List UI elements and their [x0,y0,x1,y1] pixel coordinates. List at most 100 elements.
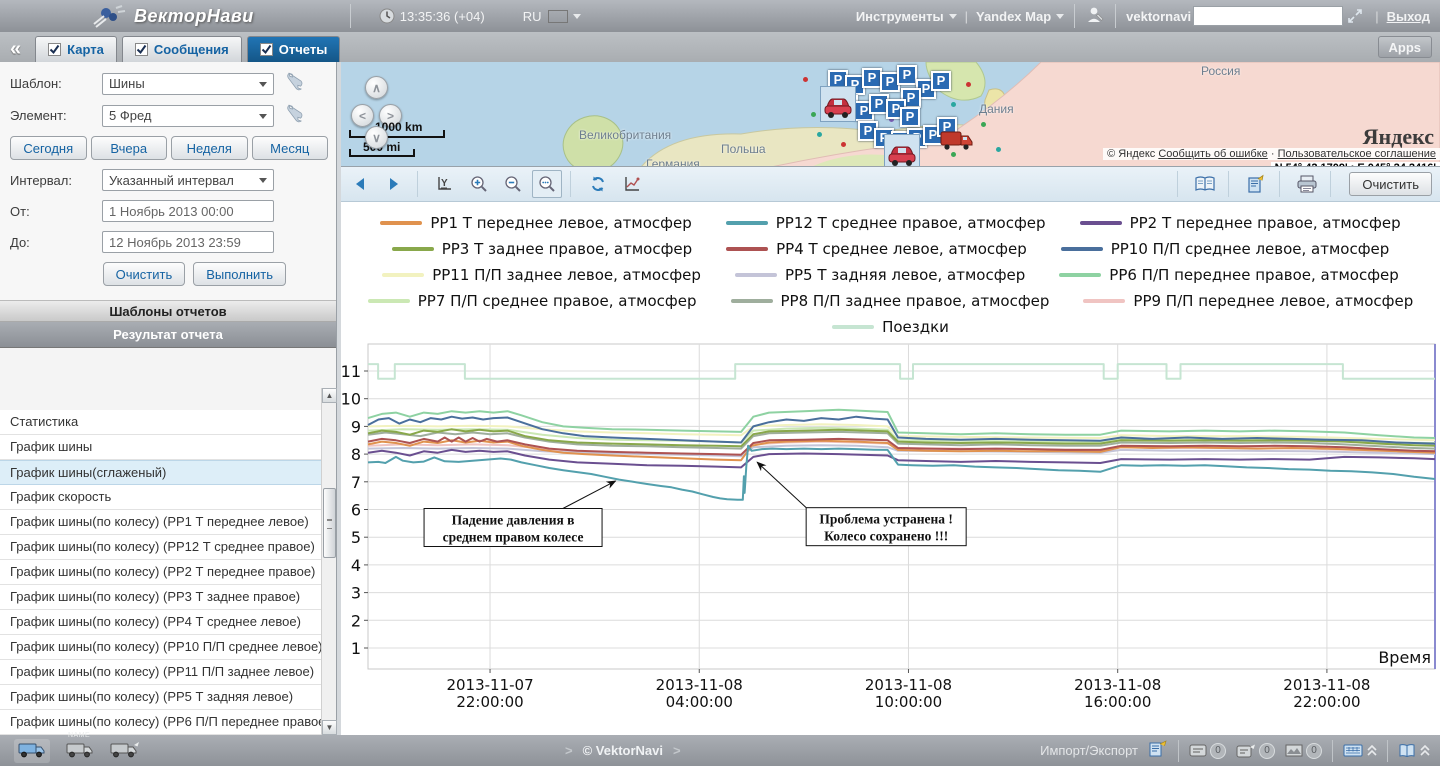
map-country-label: Польша [721,142,766,156]
chevron-up-icon [1420,744,1430,756]
journal-panel-toggle[interactable] [1398,743,1430,758]
tab-messages[interactable]: Сообщения [121,36,242,62]
report-list-item[interactable]: График шины(по колесу) (PP3 Т заднее пра… [0,585,321,610]
parking-marker[interactable]: P [900,107,920,127]
user-profile-button[interactable] [1085,5,1105,28]
car-cluster-marker[interactable] [884,134,920,166]
report-list-item[interactable]: Статистика [0,410,321,435]
map-pane[interactable]: Великобритания Дания Польша Германия Россия … [341,62,1440,167]
user-icon [1088,7,1104,22]
zoom-reset-button[interactable] [532,170,562,198]
refresh-button[interactable] [583,170,613,198]
template-select[interactable]: Шины [102,72,274,95]
range-yesterday-button[interactable]: Вчера [90,136,167,160]
report-book-button[interactable] [1190,170,1220,198]
outgoing-messages-counter[interactable]: 0 [1236,742,1275,759]
name-tag: NAME [68,731,91,739]
tab-reports[interactable]: Отчеты [246,36,341,62]
vehicles-view-button[interactable] [14,738,50,763]
parking-marker[interactable]: P [862,68,882,88]
clear-chart-button[interactable]: Очистить [1349,172,1432,196]
element-settings-button[interactable] [284,104,304,127]
map-provider-menu[interactable]: Yandex Map [976,9,1065,24]
chevron-up-icon [1367,744,1377,756]
range-today-button[interactable]: Сегодня [10,136,87,160]
sidebar-splitter[interactable] [337,62,341,735]
chart-settings-button[interactable] [617,170,647,198]
media-counter[interactable]: 0 [1285,742,1322,759]
report-list-item[interactable]: График шины(по колесу) (PP6 П/П переднее… [0,710,321,735]
pan-up-button[interactable]: ∧ [365,76,388,99]
clear-form-button[interactable]: Очистить [102,262,186,286]
username-field[interactable] [1193,6,1344,26]
collapse-sidebar-button[interactable]: « [10,38,22,60]
legend-swatch [832,325,875,329]
report-list-item[interactable]: График скорость [0,485,321,510]
y-tick-label: 5 [351,528,361,547]
pan-right-button[interactable]: > [379,104,402,127]
scroll-thumb[interactable] [323,488,336,558]
checkbox-checked-icon[interactable] [48,43,62,56]
report-result-header[interactable]: Результат отчета [0,322,336,348]
checkbox-checked-icon[interactable] [134,43,148,56]
car-icon [888,146,916,166]
template-settings-button[interactable] [284,72,304,95]
parking-marker[interactable]: P [897,65,917,85]
scroll-up-button[interactable]: ▲ [322,388,337,403]
chevron-down-icon [259,81,267,87]
language-selector[interactable]: RU [523,9,581,24]
map-point-marker [803,77,808,82]
logout-link[interactable]: Выход [1386,8,1430,24]
report-list-scrollbar[interactable]: ▲ ▼ [321,388,337,735]
footer-copyright: © VektorNavi [582,743,663,758]
to-date-input[interactable]: 12 Ноябрь 2013 23:59 [102,231,274,253]
chevron-down-icon [572,13,581,19]
report-list-item[interactable]: График шины(по колесу) (PP5 Т задняя лев… [0,685,321,710]
report-list-item[interactable]: График шины [0,435,321,460]
page-next-button[interactable] [379,170,409,198]
pan-down-button[interactable]: ∨ [365,126,388,149]
pan-left-button[interactable]: < [351,104,374,127]
user-agreement-link[interactable]: Пользовательское соглашение [1277,148,1436,160]
from-date-input[interactable]: 1 Ноябрь 2013 00:00 [102,200,274,222]
chevron-right-icon[interactable]: > [673,743,681,758]
follow-vehicle-button[interactable] [110,741,140,761]
chevron-right-icon[interactable]: > [565,743,573,758]
truck-marker[interactable] [939,128,973,155]
report-templates-header[interactable]: Шаблоны отчетов [0,300,336,322]
apps-button[interactable]: Apps [1377,36,1432,58]
zoom-in-button[interactable] [464,170,494,198]
checkbox-checked-icon[interactable] [259,43,273,56]
messages-counter[interactable]: 0 [1189,742,1226,759]
keyboard-panel-toggle[interactable] [1343,744,1377,757]
report-list-item[interactable]: График шины(по колесу) (PP11 П/П заднее … [0,660,321,685]
journal-icon [1399,744,1415,758]
interval-select[interactable]: Указанный интервал [102,169,274,191]
import-export-button[interactable] [1148,740,1168,761]
export-report-button[interactable] [1241,170,1271,198]
page-prev-button[interactable] [345,170,375,198]
range-month-button[interactable]: Месяц [251,136,328,160]
report-list-item[interactable]: График шины(по колесу) (PP10 П/П среднее… [0,635,321,660]
element-select[interactable]: 5 Фред [102,104,274,127]
tab-map[interactable]: Карта [35,36,117,62]
range-week-button[interactable]: Неделя [171,136,248,160]
report-list-item[interactable]: График шины(по колесу) (PP12 Т среднее п… [0,535,321,560]
y-axis-scale-button[interactable]: Y [430,170,460,198]
report-list-item[interactable]: График шины(сглаженый) [0,460,321,485]
expand-icon[interactable] [1347,8,1363,24]
parking-marker[interactable]: P [931,71,951,91]
report-list-item[interactable]: График шины(по колесу) (PP1 Т переднее л… [0,510,321,535]
report-list-item[interactable]: График шины(по колесу) (PP2 Т переднее п… [0,560,321,585]
report-error-link[interactable]: Сообщить об ошибке [1158,148,1268,160]
zoom-out-button[interactable] [498,170,528,198]
report-list-item[interactable]: График шины(по колесу) (PP4 Т среднее ле… [0,610,321,635]
toolbar-separator [1177,171,1179,197]
tools-menu[interactable]: Инструменты [856,9,957,24]
scroll-down-button[interactable]: ▼ [322,720,337,735]
car-cluster-marker[interactable] [820,86,856,122]
run-report-button[interactable]: Выполнить [193,262,286,286]
print-button[interactable] [1292,170,1322,198]
parking-marker[interactable]: P [880,72,900,92]
vehicle-names-toggle-button[interactable]: NAME [66,732,94,761]
